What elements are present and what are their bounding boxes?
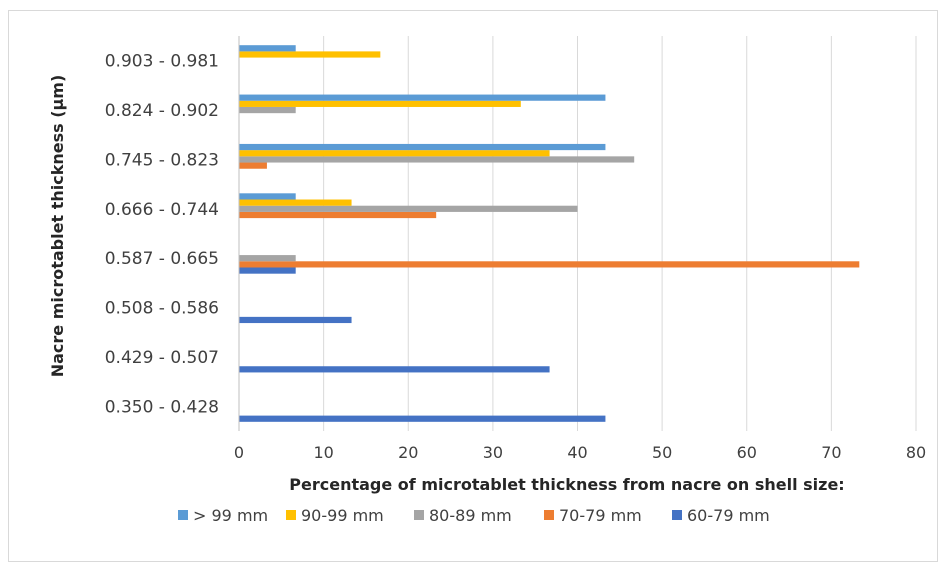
category-label: 0.508 - 0.586 [105, 299, 219, 319]
x-tick-label: 20 [398, 443, 418, 462]
legend-label: 80-89 mm [429, 506, 512, 525]
legend: > 99 mm 90-99 mm 80-89 mm 70-79 mm 60-79 mm [178, 506, 770, 525]
bar [239, 205, 578, 212]
category-label: 0.745 - 0.823 [105, 150, 219, 170]
x-tick-label: 50 [652, 443, 672, 462]
bar [239, 316, 352, 324]
bar [239, 156, 635, 163]
bar [239, 366, 550, 373]
bar [239, 199, 352, 206]
x-tick-label: 70 [821, 443, 841, 462]
bar [239, 94, 606, 101]
bar [239, 106, 296, 114]
x-axis-title: Percentage of microtablet thickness from… [289, 475, 844, 494]
legend-swatch [178, 510, 188, 520]
category-label: 0.666 - 0.744 [105, 200, 219, 220]
legend-label: > 99 mm [193, 506, 268, 525]
x-tick-label: 80 [906, 443, 926, 462]
bar [239, 143, 606, 151]
category-label: 0.903 - 0.981 [105, 52, 219, 72]
bar [239, 150, 550, 157]
bar [239, 162, 267, 169]
bar [239, 51, 381, 58]
legend-swatch [414, 510, 424, 520]
bar [239, 255, 296, 262]
legend-swatch [544, 510, 554, 520]
bar [239, 193, 296, 200]
x-tick-label: 0 [234, 443, 244, 462]
bar [239, 45, 296, 52]
y-axis-title: Nacre microtablet thickness (µm) [48, 75, 67, 378]
bar [239, 100, 521, 107]
legend-swatch [286, 510, 296, 520]
x-tick-label: 10 [313, 443, 333, 462]
legend-label: 90-99 mm [301, 506, 384, 525]
bars [239, 45, 860, 422]
category-label: 0.350 - 0.428 [105, 397, 219, 417]
legend-label: 60-79 mm [687, 506, 770, 525]
category-label: 0.429 - 0.507 [105, 348, 219, 368]
legend-swatch [672, 510, 682, 520]
labels: 0 10 20 30 40 50 60 70 80 0.350 - 0.428 0.429 - 0.… [105, 52, 926, 462]
category-label: 0.824 - 0.902 [105, 101, 219, 121]
bar [239, 211, 437, 219]
x-tick-label: 60 [737, 443, 757, 462]
legend-label: 70-79 mm [559, 506, 642, 525]
x-tick-label: 30 [483, 443, 503, 462]
x-tick-label: 40 [567, 443, 587, 462]
bar [239, 415, 606, 422]
category-label: 0.587 - 0.665 [105, 249, 219, 269]
bar [239, 267, 296, 274]
bar [239, 261, 860, 268]
